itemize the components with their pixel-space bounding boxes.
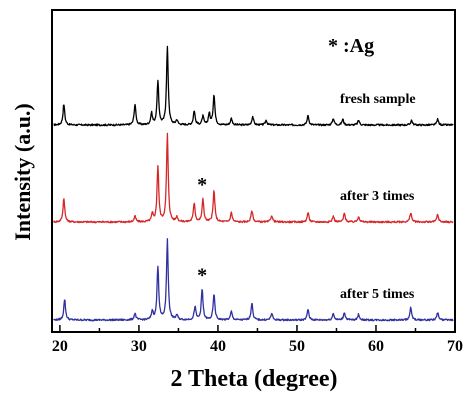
x-axis-title: 2 Theta (degree)	[170, 366, 337, 392]
x-tick-label-50: 50	[289, 338, 305, 355]
series-labels: fresh sample after 3 times after 5 times * *	[197, 92, 415, 302]
y-axis-title: Intensity (a.u.)	[10, 103, 35, 241]
plot-frame	[51, 9, 456, 333]
series-line-1	[53, 45, 454, 127]
x-tick-label-30: 30	[131, 338, 147, 355]
x-axis-ticks: 20 30 40 50 60 70	[52, 325, 463, 355]
x-tick-label-20: 20	[52, 338, 68, 355]
legend-ag: * :Ag	[328, 35, 374, 57]
x-tick-label-70: 70	[447, 338, 463, 355]
series-layer	[52, 45, 454, 322]
series-line-3	[53, 238, 454, 322]
series-label-1: fresh sample	[340, 92, 416, 107]
x-tick-label-40: 40	[210, 338, 226, 355]
series-line-2	[52, 132, 454, 224]
x-tick-label-60: 60	[368, 338, 384, 355]
ag-marker-1: *	[197, 174, 207, 196]
series-label-3: after 5 times	[340, 287, 415, 302]
ag-marker-2: *	[197, 265, 207, 287]
series-label-2: after 3 times	[340, 189, 415, 204]
